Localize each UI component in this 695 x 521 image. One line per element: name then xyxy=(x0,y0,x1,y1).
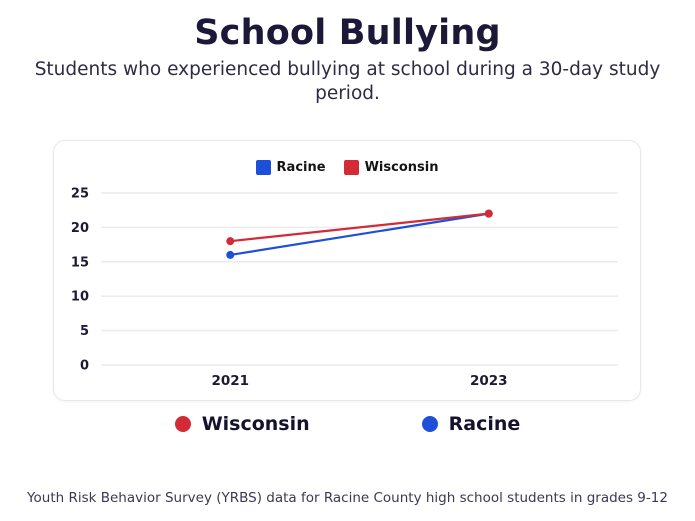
page: School Bullying Students who experienced… xyxy=(0,13,695,521)
data-point-racine xyxy=(226,250,235,259)
page-subtitle: Students who experienced bullying at sch… xyxy=(34,59,661,105)
chart-legend-top: Racine Wisconsin xyxy=(54,156,640,178)
racine-legend-dot xyxy=(421,416,438,432)
legend-item-racine: Racine xyxy=(255,159,326,175)
data-point-wisconsin xyxy=(226,237,235,246)
legend-item-racine-bottom: Racine xyxy=(421,413,521,435)
source-footnote: Youth Risk Behavior Survey (YRBS) data f… xyxy=(27,490,668,506)
wisconsin-legend-swatch xyxy=(343,159,359,175)
data-point-wisconsin xyxy=(484,209,493,218)
legend-item-wisconsin-bottom: Wisconsin xyxy=(174,413,310,435)
line-chart: 0 5 10 15 20 25 2021 2023 xyxy=(71,187,618,389)
wisconsin-legend-dot xyxy=(174,416,191,432)
legend-item-wisconsin: Wisconsin xyxy=(343,159,439,175)
series-line-racine xyxy=(230,212,489,257)
y-tick-label: 25 xyxy=(71,187,89,202)
legend-label-wisconsin-bottom: Wisconsin xyxy=(201,413,310,435)
legend-label-wisconsin: Wisconsin xyxy=(364,159,439,175)
y-tick-label: 20 xyxy=(71,221,89,236)
page-title: School Bullying xyxy=(194,13,501,53)
series-line-wisconsin xyxy=(230,212,489,243)
y-tick-label: 5 xyxy=(80,324,89,339)
y-tick-label: 0 xyxy=(80,359,89,374)
legend-label-racine: Racine xyxy=(276,159,326,175)
x-tick-label: 2021 xyxy=(211,373,249,389)
legend-label-racine-bottom: Racine xyxy=(448,413,521,435)
chart-card: Racine Wisconsin 0 5 10 15 20 25 2021 2023 xyxy=(53,140,641,401)
x-tick-label: 2023 xyxy=(470,373,508,389)
racine-legend-swatch xyxy=(255,159,271,175)
y-tick-label: 10 xyxy=(71,290,89,305)
chart-legend-bottom: Wisconsin Racine xyxy=(0,410,695,438)
y-tick-label: 15 xyxy=(71,255,89,270)
